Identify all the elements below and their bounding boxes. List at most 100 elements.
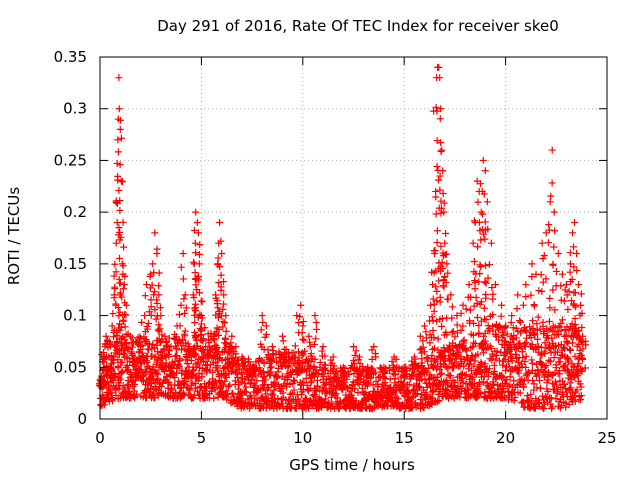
data-point xyxy=(141,292,149,300)
data-point-bg xyxy=(201,324,209,332)
data-point xyxy=(568,320,576,328)
data-point-bg xyxy=(372,377,380,385)
data-point-bg xyxy=(531,404,539,412)
data-point-bg xyxy=(527,390,535,398)
data-point xyxy=(95,380,103,388)
data-point-bg xyxy=(516,339,524,347)
data-point-bg xyxy=(245,358,253,366)
data-point xyxy=(214,367,222,375)
data-point xyxy=(240,362,248,370)
data-point xyxy=(141,337,149,345)
data-point xyxy=(197,331,205,339)
data-point xyxy=(470,258,478,266)
data-point xyxy=(215,325,223,333)
data-point xyxy=(429,317,437,325)
data-point xyxy=(507,332,515,340)
data-point-bg xyxy=(343,384,351,392)
data-point xyxy=(578,309,586,317)
data-point-bg xyxy=(460,336,468,344)
data-point xyxy=(543,325,551,333)
data-point xyxy=(429,295,437,303)
data-point xyxy=(307,350,315,358)
data-point-bg xyxy=(130,380,138,388)
data-point xyxy=(474,243,482,251)
data-point xyxy=(280,345,288,353)
data-point xyxy=(488,284,496,292)
data-point-bg xyxy=(514,358,522,366)
data-point xyxy=(102,332,110,340)
data-point-bg xyxy=(561,332,569,340)
data-point-bg xyxy=(522,363,530,371)
data-point-bg xyxy=(210,394,218,402)
data-point xyxy=(567,332,575,340)
data-point xyxy=(294,348,302,356)
data-point xyxy=(470,268,478,276)
x-tick-label: 20 xyxy=(496,429,515,447)
data-point xyxy=(544,334,552,342)
data-point xyxy=(149,260,157,268)
data-point xyxy=(306,338,314,346)
data-point-bg xyxy=(118,368,126,376)
data-point xyxy=(299,322,307,330)
data-point xyxy=(539,255,547,263)
data-point xyxy=(299,318,307,326)
chart-title: Day 291 of 2016, Rate Of TEC Index for r… xyxy=(157,17,559,35)
data-point xyxy=(228,332,236,340)
data-point xyxy=(501,341,509,349)
data-point-bg xyxy=(193,387,201,395)
data-point xyxy=(537,271,545,279)
data-point xyxy=(214,254,222,262)
data-point xyxy=(539,278,547,286)
data-point xyxy=(112,198,120,206)
data-point xyxy=(552,342,560,350)
data-point-bg xyxy=(320,365,328,373)
data-point xyxy=(566,260,574,268)
data-point xyxy=(480,315,488,323)
data-point xyxy=(532,346,540,354)
data-point xyxy=(463,354,471,362)
data-point xyxy=(123,361,131,369)
data-point xyxy=(120,281,128,289)
data-point-bg xyxy=(519,397,527,405)
data-point-bg xyxy=(429,363,437,371)
data-point-bg xyxy=(551,378,559,386)
data-point xyxy=(379,373,387,381)
data-point xyxy=(194,229,202,237)
data-point xyxy=(487,239,495,247)
data-point-bg xyxy=(544,376,552,384)
data-point-bg xyxy=(489,327,497,335)
data-point-bg xyxy=(576,380,584,388)
data-point-bg xyxy=(312,366,320,374)
data-point-bg xyxy=(542,362,550,370)
data-point-bg xyxy=(312,387,320,395)
data-point-bg xyxy=(332,390,340,398)
data-point xyxy=(200,358,208,366)
data-point xyxy=(197,312,205,320)
data-point-bg xyxy=(477,390,485,398)
data-point xyxy=(579,332,587,340)
data-point-bg xyxy=(400,374,408,382)
data-point-bg xyxy=(302,395,310,403)
data-point xyxy=(321,352,329,360)
data-point-bg xyxy=(552,395,560,403)
data-point-bg xyxy=(519,353,527,361)
data-point xyxy=(277,354,285,362)
data-point xyxy=(145,308,153,316)
data-point xyxy=(123,345,131,353)
data-point-bg xyxy=(488,356,496,364)
data-point xyxy=(100,358,108,366)
data-point-bg xyxy=(545,356,553,364)
data-point-bg xyxy=(345,370,353,378)
data-point xyxy=(283,373,291,381)
data-point xyxy=(114,364,122,372)
data-point xyxy=(117,134,125,142)
x-tick-label: 15 xyxy=(395,429,414,447)
data-point xyxy=(184,346,192,354)
data-point xyxy=(568,366,576,374)
data-point xyxy=(153,250,161,258)
data-point xyxy=(522,293,530,301)
data-point xyxy=(141,312,149,320)
data-point xyxy=(194,272,202,280)
data-point xyxy=(113,339,121,347)
data-point xyxy=(435,63,443,71)
